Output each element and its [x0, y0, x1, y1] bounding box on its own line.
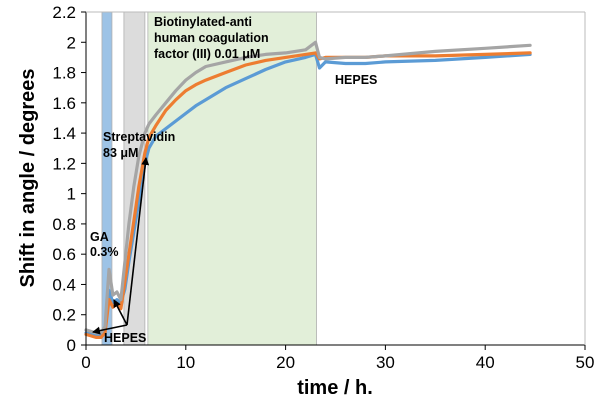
arrow-hepes-to-third — [126, 157, 150, 326]
data-series — [84, 40, 532, 339]
y-tick-label: 1 — [67, 185, 76, 204]
series-line-1 — [84, 52, 532, 338]
y-axis-title: Shift in angle / degrees — [17, 69, 39, 288]
y-ticks: 0 0.2 0.4 0.6 0.8 1 1.2 1.4 1.6 1.8 2 2.2 — [52, 3, 86, 355]
annotation-biotinylated-line-1: Biotinylated-anti — [154, 15, 252, 29]
y-tick-label: 0.4 — [52, 275, 76, 294]
y-tick-label: 0.8 — [52, 215, 76, 234]
annotation-hepes-2-line-1: HEPES — [335, 73, 377, 87]
y-tick-label: 2.2 — [52, 3, 76, 22]
x-tick-label: 0 — [81, 353, 90, 372]
annotation-streptavidin: Streptavidin 83 μM — [103, 130, 175, 160]
axes — [85, 11, 586, 346]
y-tick-label: 1.8 — [52, 64, 76, 83]
arrow-hepes-to-second — [113, 299, 128, 326]
x-tick-label: 40 — [476, 353, 495, 372]
annotation-hepes-1: HEPES — [104, 331, 146, 345]
x-tick-label: 10 — [176, 353, 195, 372]
annotation-biotinylated: Biotinylated-anti human coagulation fact… — [154, 15, 269, 61]
x-tick-label: 50 — [576, 353, 595, 372]
x-axis-title: time / h. — [297, 377, 373, 399]
y-tick-label: 1.4 — [52, 124, 76, 143]
annotation-arrows — [92, 157, 150, 335]
y-tick-label: 1.2 — [52, 154, 76, 173]
x-ticks: 0 10 20 30 40 50 — [81, 345, 594, 372]
x-tick-label: 20 — [276, 353, 295, 372]
arrow-hepes-to-start — [92, 324, 128, 335]
series-line-3 — [84, 40, 532, 335]
annotation-hepes-2: HEPES — [335, 73, 377, 87]
annotation-biotinylated-line-3: factor (III) 0.01 μM — [154, 47, 260, 61]
y-tick-label: 1.6 — [52, 94, 76, 113]
annotation-hepes-1-line-1: HEPES — [104, 331, 146, 345]
shaded-region-3 — [147, 11, 317, 346]
annotation-streptavidin-line-1: Streptavidin — [103, 130, 175, 144]
y-tick-label: 0.2 — [52, 306, 76, 325]
annotation-ga-line-2: 0.3% — [90, 245, 119, 259]
annotation-biotinylated-line-2: human coagulation — [154, 31, 269, 45]
annotation-ga-line-1: GA — [90, 230, 109, 244]
x-tick-label: 30 — [376, 353, 395, 372]
annotation-ga: GA 0.3% — [90, 230, 119, 259]
shaded-regions — [101, 11, 317, 346]
y-tick-label: 0 — [67, 336, 76, 355]
y-tick-label: 2 — [67, 33, 76, 52]
annotation-streptavidin-line-2: 83 μM — [103, 146, 138, 160]
y-tick-label: 0.6 — [52, 245, 76, 264]
